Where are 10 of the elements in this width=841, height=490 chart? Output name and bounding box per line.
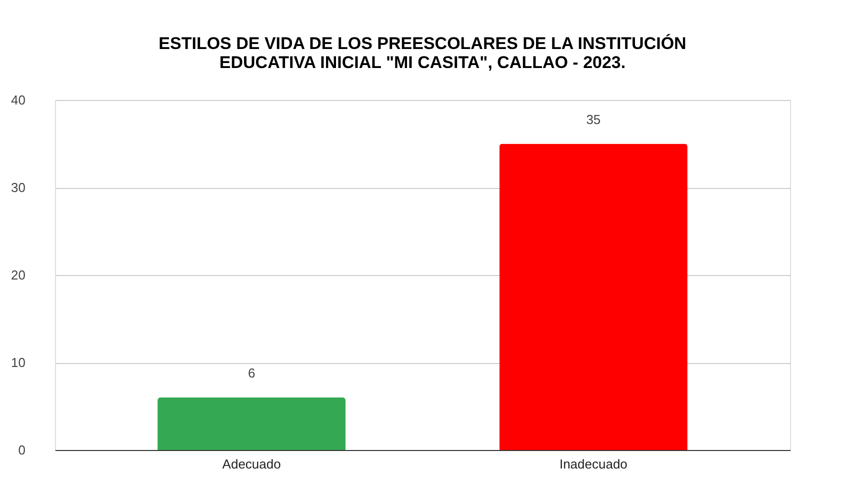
data-label: 35 (586, 112, 601, 127)
data-label: 6 (248, 366, 256, 380)
y-tick-label: 30 (11, 180, 26, 195)
x-tick-label: Adecuado (222, 456, 281, 472)
chart-title: ESTILOS DE VIDA DE LOS PREESCOLARES DE LA INSTITUCIÓN EDUCATIVA INICIAL "MI CASITA", CALLAO - 2023. (158, 33, 686, 72)
x-tick-label: Inadecuado (559, 456, 628, 472)
y-tick-label: 10 (11, 355, 26, 370)
y-tick-label: 0 (18, 442, 26, 458)
y-tick-label: 40 (11, 92, 26, 108)
y-tick-label: 20 (11, 268, 26, 282)
